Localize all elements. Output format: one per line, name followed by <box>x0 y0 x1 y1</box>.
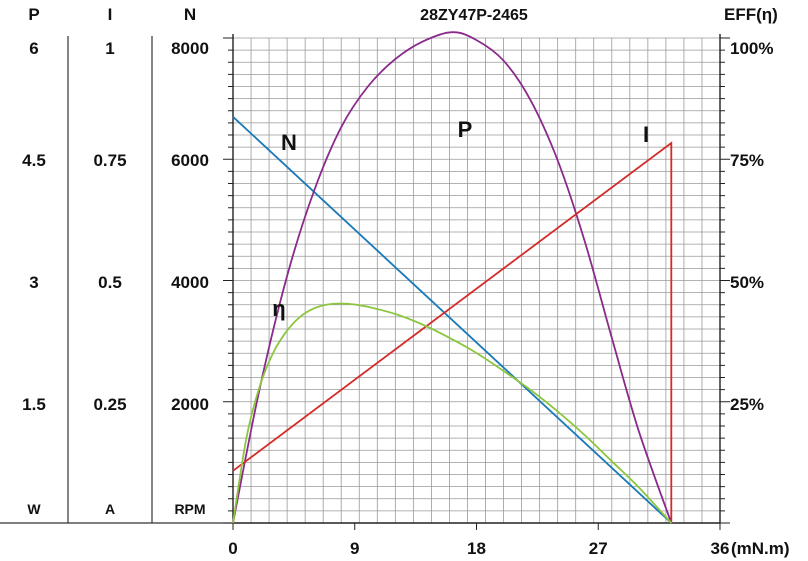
axis-tick-label: 8000 <box>171 39 209 58</box>
axis-header: I <box>108 5 113 24</box>
series-line-i <box>232 141 673 523</box>
series-label: η <box>272 296 285 321</box>
right-axis-tick-label: 25% <box>730 395 764 414</box>
axis-tick-label: 1 <box>105 39 114 58</box>
x-tick-label: 0 <box>228 539 237 558</box>
axis-tick-label: 3 <box>29 273 38 292</box>
series-line-p <box>232 31 673 524</box>
series-line-efficiency <box>232 302 672 524</box>
chart-grid <box>223 34 730 530</box>
axis-tick-label: 6 <box>29 39 38 58</box>
x-tick-label: 18 <box>467 539 486 558</box>
axis-tick-label: 4000 <box>171 273 209 292</box>
right-axis-tick-label: 75% <box>730 151 764 170</box>
right-axis-header: EFF(η) <box>724 5 778 24</box>
x-tick-label: 36 <box>711 539 730 558</box>
axis-tick-label: 6000 <box>171 151 209 170</box>
chart-series <box>232 31 673 524</box>
axis-tick-label: 1.5 <box>22 395 46 414</box>
x-tick-label: 27 <box>589 539 608 558</box>
chart-labels: P 6 4.5 3 1.5 W I 1 0.75 0.5 0.25 A N 8000 6000 4000 200… <box>22 5 789 558</box>
axis-tick-label: 0.5 <box>98 273 122 292</box>
axis-tick-label: 0.25 <box>93 395 126 414</box>
x-tick-label: 9 <box>350 539 359 558</box>
axis-header: N <box>184 5 196 24</box>
axis-tick-label: 4.5 <box>22 151 46 170</box>
axis-tick-label: 0.75 <box>93 151 126 170</box>
series-line-n <box>232 116 672 524</box>
axis-tick-label: 2000 <box>171 395 209 414</box>
right-axis-tick-label: 50% <box>730 273 764 292</box>
right-axis-tick-label: 100% <box>730 39 773 58</box>
axis-unit-label: RPM <box>174 501 205 517</box>
x-axis-label: (mN.m) <box>731 539 790 558</box>
axis-unit-label: W <box>27 501 41 517</box>
axis-unit-label: A <box>105 501 115 517</box>
axis-header: P <box>28 5 39 24</box>
chart-title: 28ZY47P-2465 <box>420 7 528 24</box>
series-label: N <box>281 130 297 155</box>
series-label: I <box>643 122 649 147</box>
series-label: P <box>458 117 473 142</box>
left-axis-frame <box>0 36 233 524</box>
